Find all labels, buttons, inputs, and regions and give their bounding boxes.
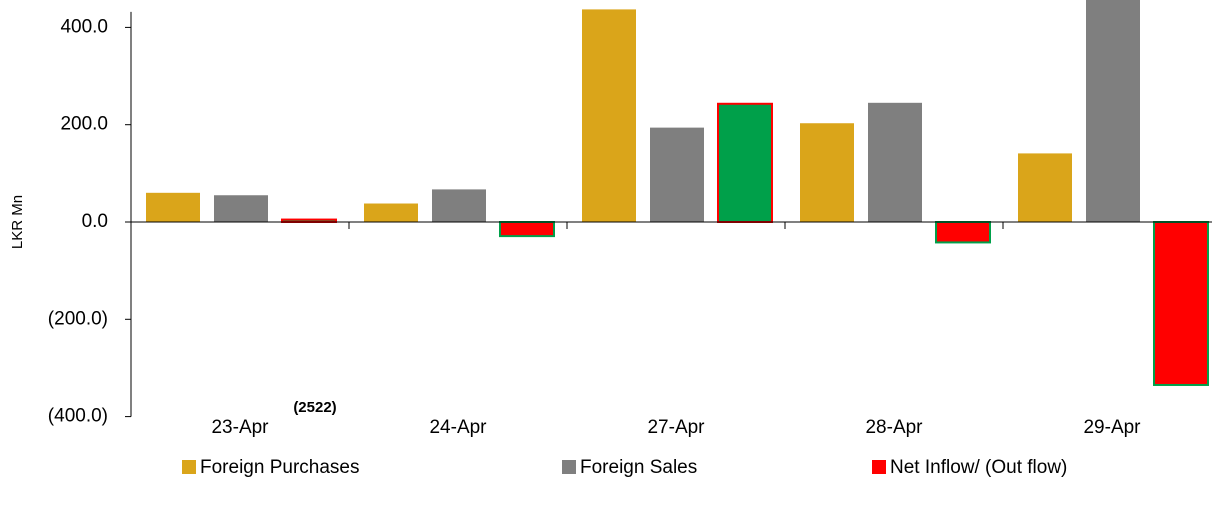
x-tick-label: 28-Apr [865, 417, 923, 438]
y-tick-label: 200.0 [60, 114, 108, 135]
bar [214, 195, 268, 222]
legend-swatch [562, 460, 576, 474]
x-tick-label: 24-Apr [429, 417, 487, 438]
bar [364, 203, 418, 222]
y-tick-label: 0.0 [82, 211, 108, 232]
bar [935, 221, 991, 244]
y-axis-label: LKR Mn [9, 195, 26, 249]
y-tick-label: 400.0 [60, 16, 108, 37]
bar [582, 9, 636, 222]
bar [650, 127, 704, 222]
legend-label: Foreign Sales [580, 457, 697, 478]
bar [146, 192, 200, 222]
bar [868, 102, 922, 222]
legend-swatch [182, 460, 196, 474]
legend-label: Foreign Purchases [200, 457, 359, 478]
plot-area [146, 0, 1209, 386]
bar [432, 189, 486, 222]
legend-label: Net Inflow/ (Out flow) [890, 457, 1067, 478]
bar [1018, 153, 1072, 222]
annotation: (2522) [293, 399, 336, 416]
bar [499, 221, 555, 238]
bar [1153, 221, 1209, 386]
bar [1086, 0, 1140, 223]
x-tick-label: 27-Apr [647, 417, 705, 438]
x-tick-label: 29-Apr [1083, 417, 1141, 438]
bar [717, 102, 773, 223]
y-tick-label: (400.0) [48, 406, 108, 427]
y-tick-label: (200.0) [48, 308, 108, 329]
x-tick-label: 23-Apr [211, 417, 269, 438]
legend-swatch [872, 460, 886, 474]
bar [800, 123, 854, 222]
